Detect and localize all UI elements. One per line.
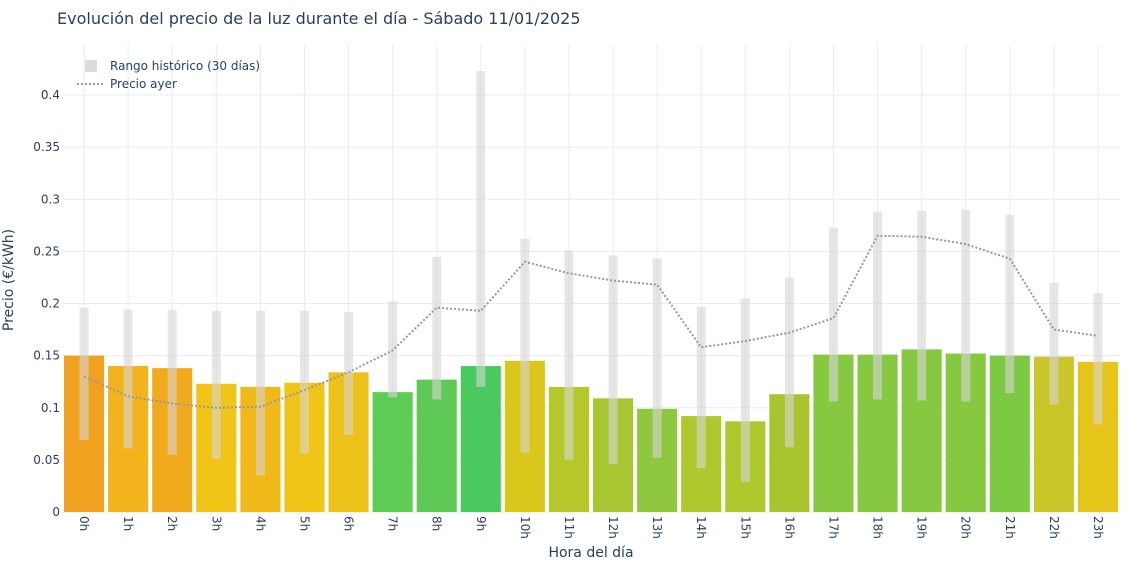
x-tick-label: 16h [782,516,796,539]
legend: Rango histórico (30 días) Precio ayer [77,59,260,91]
range-bar [917,210,927,401]
yesterday-line [83,234,1099,409]
range-bar [564,250,574,460]
yesterday-line-group [83,234,1099,409]
y-tick-label: 0.15 [33,349,60,363]
range-bar [608,255,618,465]
x-tick-label: 8h [430,516,444,531]
y-tick-label: 0.1 [41,401,60,415]
x-tick-label: 10h [518,516,532,539]
bars-group [64,349,1118,512]
price-bar [460,366,501,512]
x-tick-label: 18h [871,516,885,539]
range-bar [255,310,265,476]
range-bar [828,227,838,402]
y-tick-label: 0 [52,505,60,519]
x-tick-label: 13h [650,516,664,539]
chart-title: Evolución del precio de la luz durante e… [57,9,581,28]
range-bar [1093,293,1103,425]
y-tick-label: 0.35 [33,140,60,154]
x-tick-labels: 0h 1h 2h 3h 4h 5h 6h 7h 8h 9h 10h 11h 12h 13h 14h 15h 16… [77,516,1105,539]
y-tick-label: 0.25 [33,244,60,258]
x-tick-label: 4h [253,516,267,531]
range-bar [873,211,883,400]
x-tick-label: 9h [474,516,488,531]
range-bar [784,277,794,448]
x-tick-label: 23h [1091,516,1105,539]
x-tick-label: 17h [826,516,840,539]
range-bar [476,71,486,387]
y-tick-label: 0.2 [41,297,60,311]
x-tick-label: 14h [694,516,708,539]
y-tick-label: 0.05 [33,453,60,467]
x-axis-title: Hora del día [548,545,633,561]
y-tick-labels: 0 0.05 0.1 0.15 0.2 0.25 0.3 0.35 0.4 [33,88,60,519]
range-bar [1005,214,1015,394]
range-bar [652,258,662,458]
x-tick-label: 19h [915,516,929,539]
legend-range-label: Rango histórico (30 días) [110,59,260,73]
x-tick-label: 0h [77,516,91,531]
x-tick-label: 11h [562,516,576,539]
range-bar [432,256,442,400]
x-tick-label: 1h [121,516,135,531]
x-tick-label: 21h [1003,516,1017,539]
range-bar [696,306,706,469]
price-bar [372,392,413,512]
y-tick-label: 0.3 [41,192,60,206]
range-bar [123,309,133,449]
x-tick-label: 22h [1047,516,1061,539]
x-tick-label: 20h [959,516,973,539]
range-bar [520,238,530,453]
range-bar [740,298,750,482]
x-tick-label: 6h [342,516,356,531]
range-bar [299,310,309,454]
legend-yesterday-label: Precio ayer [110,77,177,91]
x-tick-label: 12h [606,516,620,539]
range-bar [344,311,354,435]
x-tick-label: 5h [297,516,311,531]
range-bar [211,310,221,459]
price-bar [416,379,457,512]
range-group [79,71,1103,482]
y-axis-title: Precio (€/kWh) [1,229,17,331]
x-tick-label: 7h [386,516,400,531]
range-bar [961,209,971,402]
x-tick-label: 2h [165,516,179,531]
y-tick-label: 0.4 [41,88,60,102]
legend-range-swatch [85,60,97,72]
range-bar [1049,282,1059,405]
range-bar [79,307,89,441]
x-tick-label: 3h [209,516,223,531]
x-tick-label: 15h [738,516,752,539]
range-bar [167,309,177,455]
